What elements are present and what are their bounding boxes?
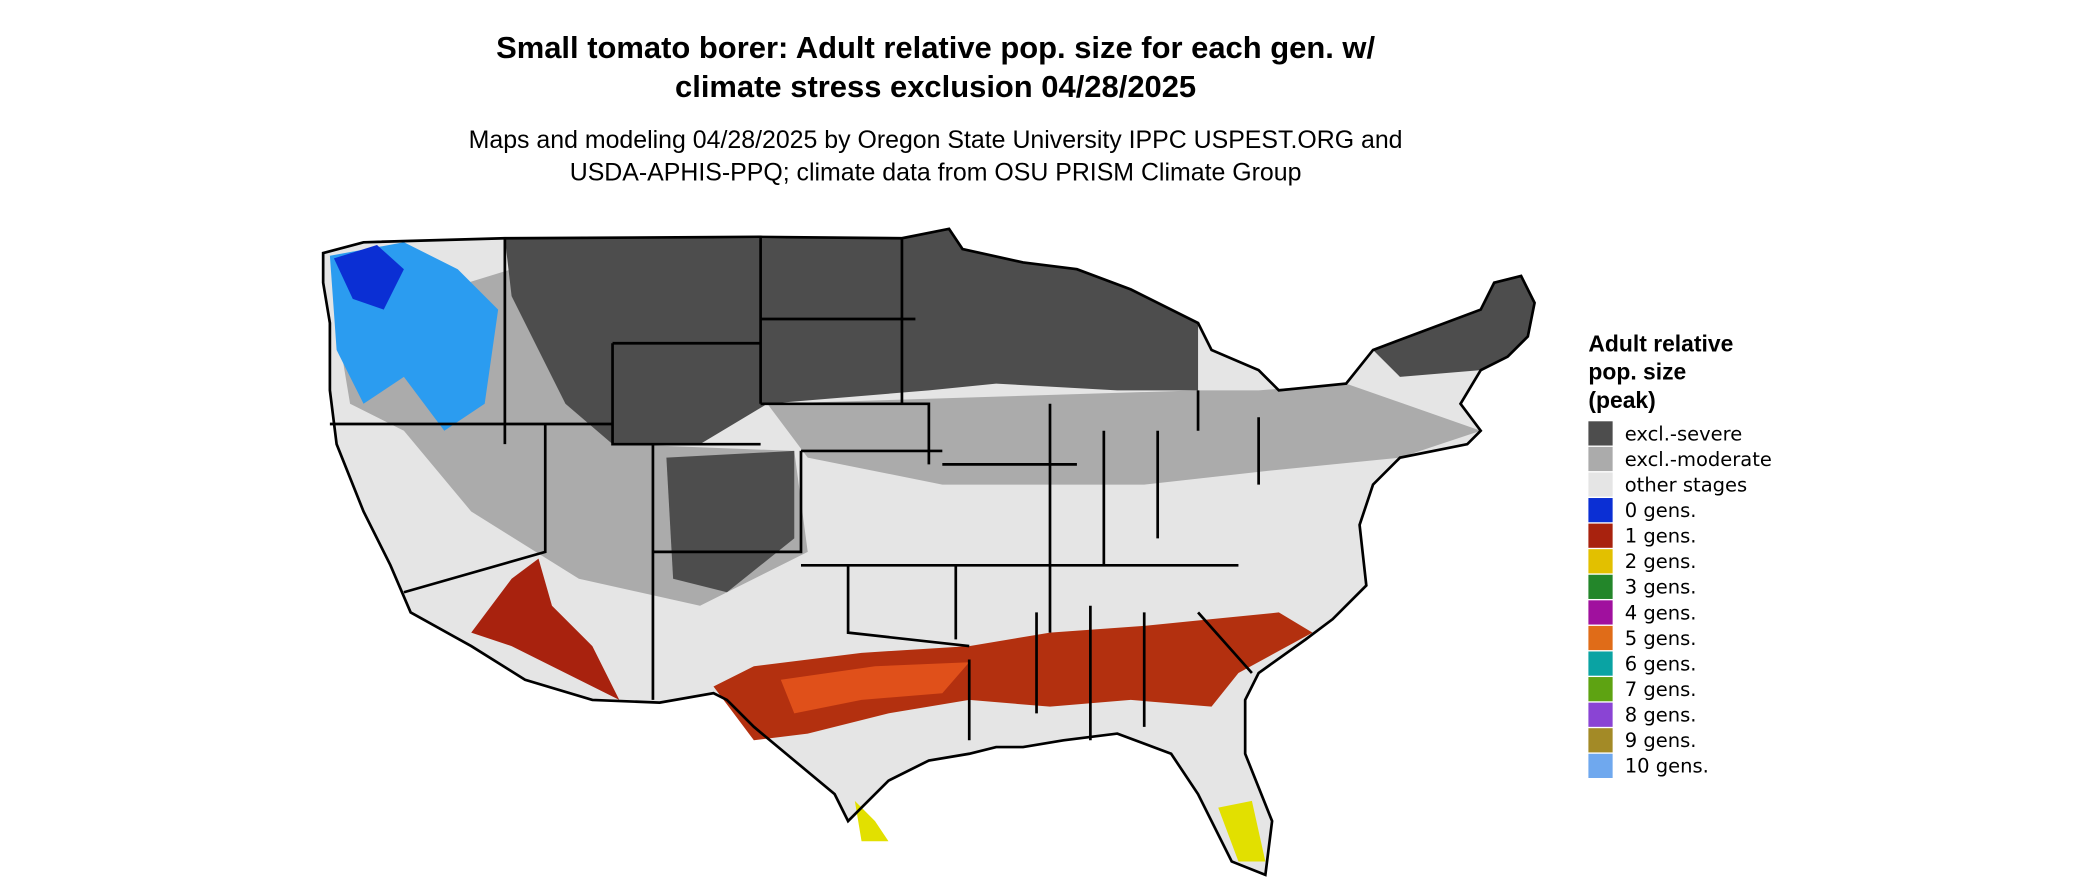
warm-band	[471, 558, 620, 700]
legend-swatch	[1588, 651, 1613, 676]
legend-title: pop. size	[1588, 359, 1686, 385]
severe-region	[666, 450, 795, 593]
legend-swatch	[1588, 728, 1613, 753]
legend-swatch	[1588, 677, 1613, 702]
legend-label: 2 gens.	[1625, 550, 1697, 573]
severe-region	[1373, 275, 1535, 377]
legend-label: 9 gens.	[1625, 729, 1697, 752]
legend-swatch	[1588, 472, 1613, 497]
legend: Adult relative pop. size (peak) excl.-se…	[1588, 330, 1772, 778]
legend-swatch	[1588, 549, 1613, 574]
legend-label: 3 gens.	[1625, 576, 1697, 599]
legend-label: excl.-severe	[1625, 422, 1743, 445]
legend-swatch	[1588, 498, 1613, 523]
legend-label: 6 gens.	[1625, 652, 1697, 675]
legend-label: other stages	[1625, 473, 1747, 496]
hot-tip	[854, 800, 889, 842]
legend-swatch	[1588, 446, 1613, 472]
legend-label: 10 gens.	[1625, 755, 1709, 778]
hot-tip	[1218, 800, 1266, 862]
us-map	[321, 227, 1536, 877]
legend-label: 0 gens.	[1625, 499, 1697, 522]
legend-title: (peak)	[1588, 387, 1655, 413]
legend-label: 8 gens.	[1625, 704, 1697, 727]
state-lines	[329, 236, 1260, 741]
legend-swatch	[1588, 600, 1613, 625]
legend-title: Adult relative	[1588, 330, 1733, 356]
title-line: Small tomato borer: Adult relative pop. …	[496, 30, 1375, 65]
legend-label: 4 gens.	[1625, 601, 1697, 624]
legend-swatch	[1588, 421, 1613, 446]
legend-swatch	[1588, 523, 1613, 548]
subtitle-line: USDA-APHIS-PPQ; climate data from OSU PR…	[570, 158, 1302, 186]
legend-swatch	[1588, 702, 1613, 727]
us-outline	[321, 227, 1536, 877]
subtitle-line: Maps and modeling 04/28/2025 by Oregon S…	[469, 126, 1403, 154]
title-line: climate stress exclusion 04/28/2025	[675, 69, 1196, 104]
legend-swatch	[1588, 753, 1613, 778]
moderate-region	[767, 383, 1481, 485]
legend-label: 5 gens.	[1625, 627, 1697, 650]
legend-label: 1 gens.	[1625, 525, 1697, 548]
legend-label: 7 gens.	[1625, 678, 1697, 701]
cold-region	[333, 244, 404, 310]
warm-band	[780, 662, 970, 714]
severe-region	[504, 228, 1199, 445]
legend-label: excl.-moderate	[1625, 448, 1772, 471]
legend-swatch	[1588, 574, 1613, 599]
legend-swatch	[1588, 625, 1613, 651]
warm-band	[713, 612, 1313, 741]
